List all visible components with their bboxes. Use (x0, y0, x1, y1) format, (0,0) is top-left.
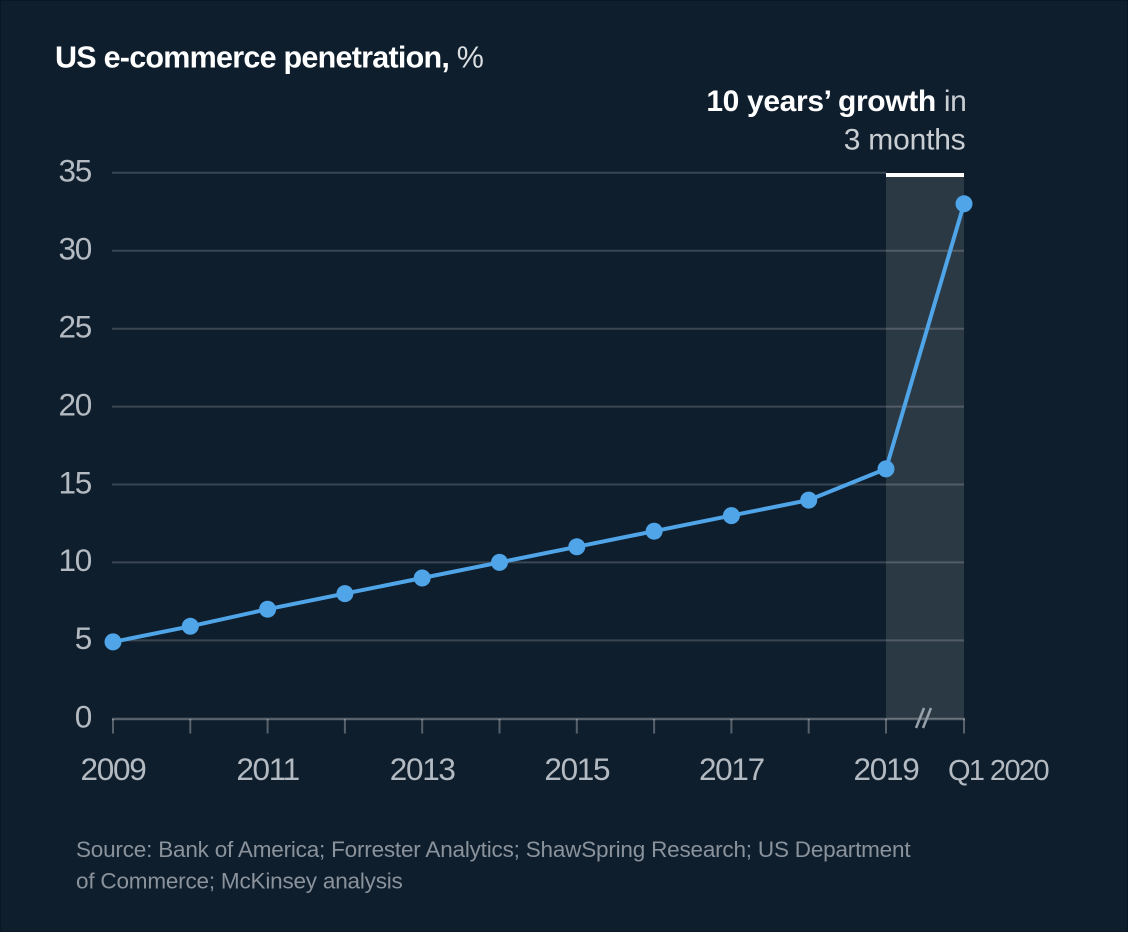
svg-text:15: 15 (59, 464, 92, 500)
svg-text:10: 10 (59, 542, 92, 578)
svg-text:3 months: 3 months (844, 124, 966, 157)
svg-text:2017: 2017 (699, 751, 764, 787)
svg-text:10 years’ growth in: 10 years’ growth in (706, 85, 966, 118)
svg-text:2019: 2019 (854, 751, 920, 787)
svg-text:2009: 2009 (81, 751, 147, 787)
svg-text:25: 25 (59, 309, 92, 345)
svg-text:of Commerce; McKinsey analysis: of Commerce; McKinsey analysis (76, 869, 403, 894)
svg-text:US e-commerce penetration, %: US e-commerce penetration, % (55, 41, 484, 75)
svg-text:Source: Bank of America; Forre: Source: Bank of America; Forrester Analy… (76, 837, 911, 862)
svg-text:Q1 2020: Q1 2020 (948, 755, 1049, 787)
svg-text:2011: 2011 (236, 751, 299, 787)
svg-text:35: 35 (59, 153, 92, 189)
svg-text:0: 0 (75, 699, 92, 735)
svg-text:20: 20 (59, 386, 92, 422)
svg-text:2015: 2015 (544, 751, 610, 787)
svg-text:5: 5 (75, 620, 92, 656)
svg-text:30: 30 (59, 231, 92, 267)
svg-text:2013: 2013 (390, 751, 456, 787)
